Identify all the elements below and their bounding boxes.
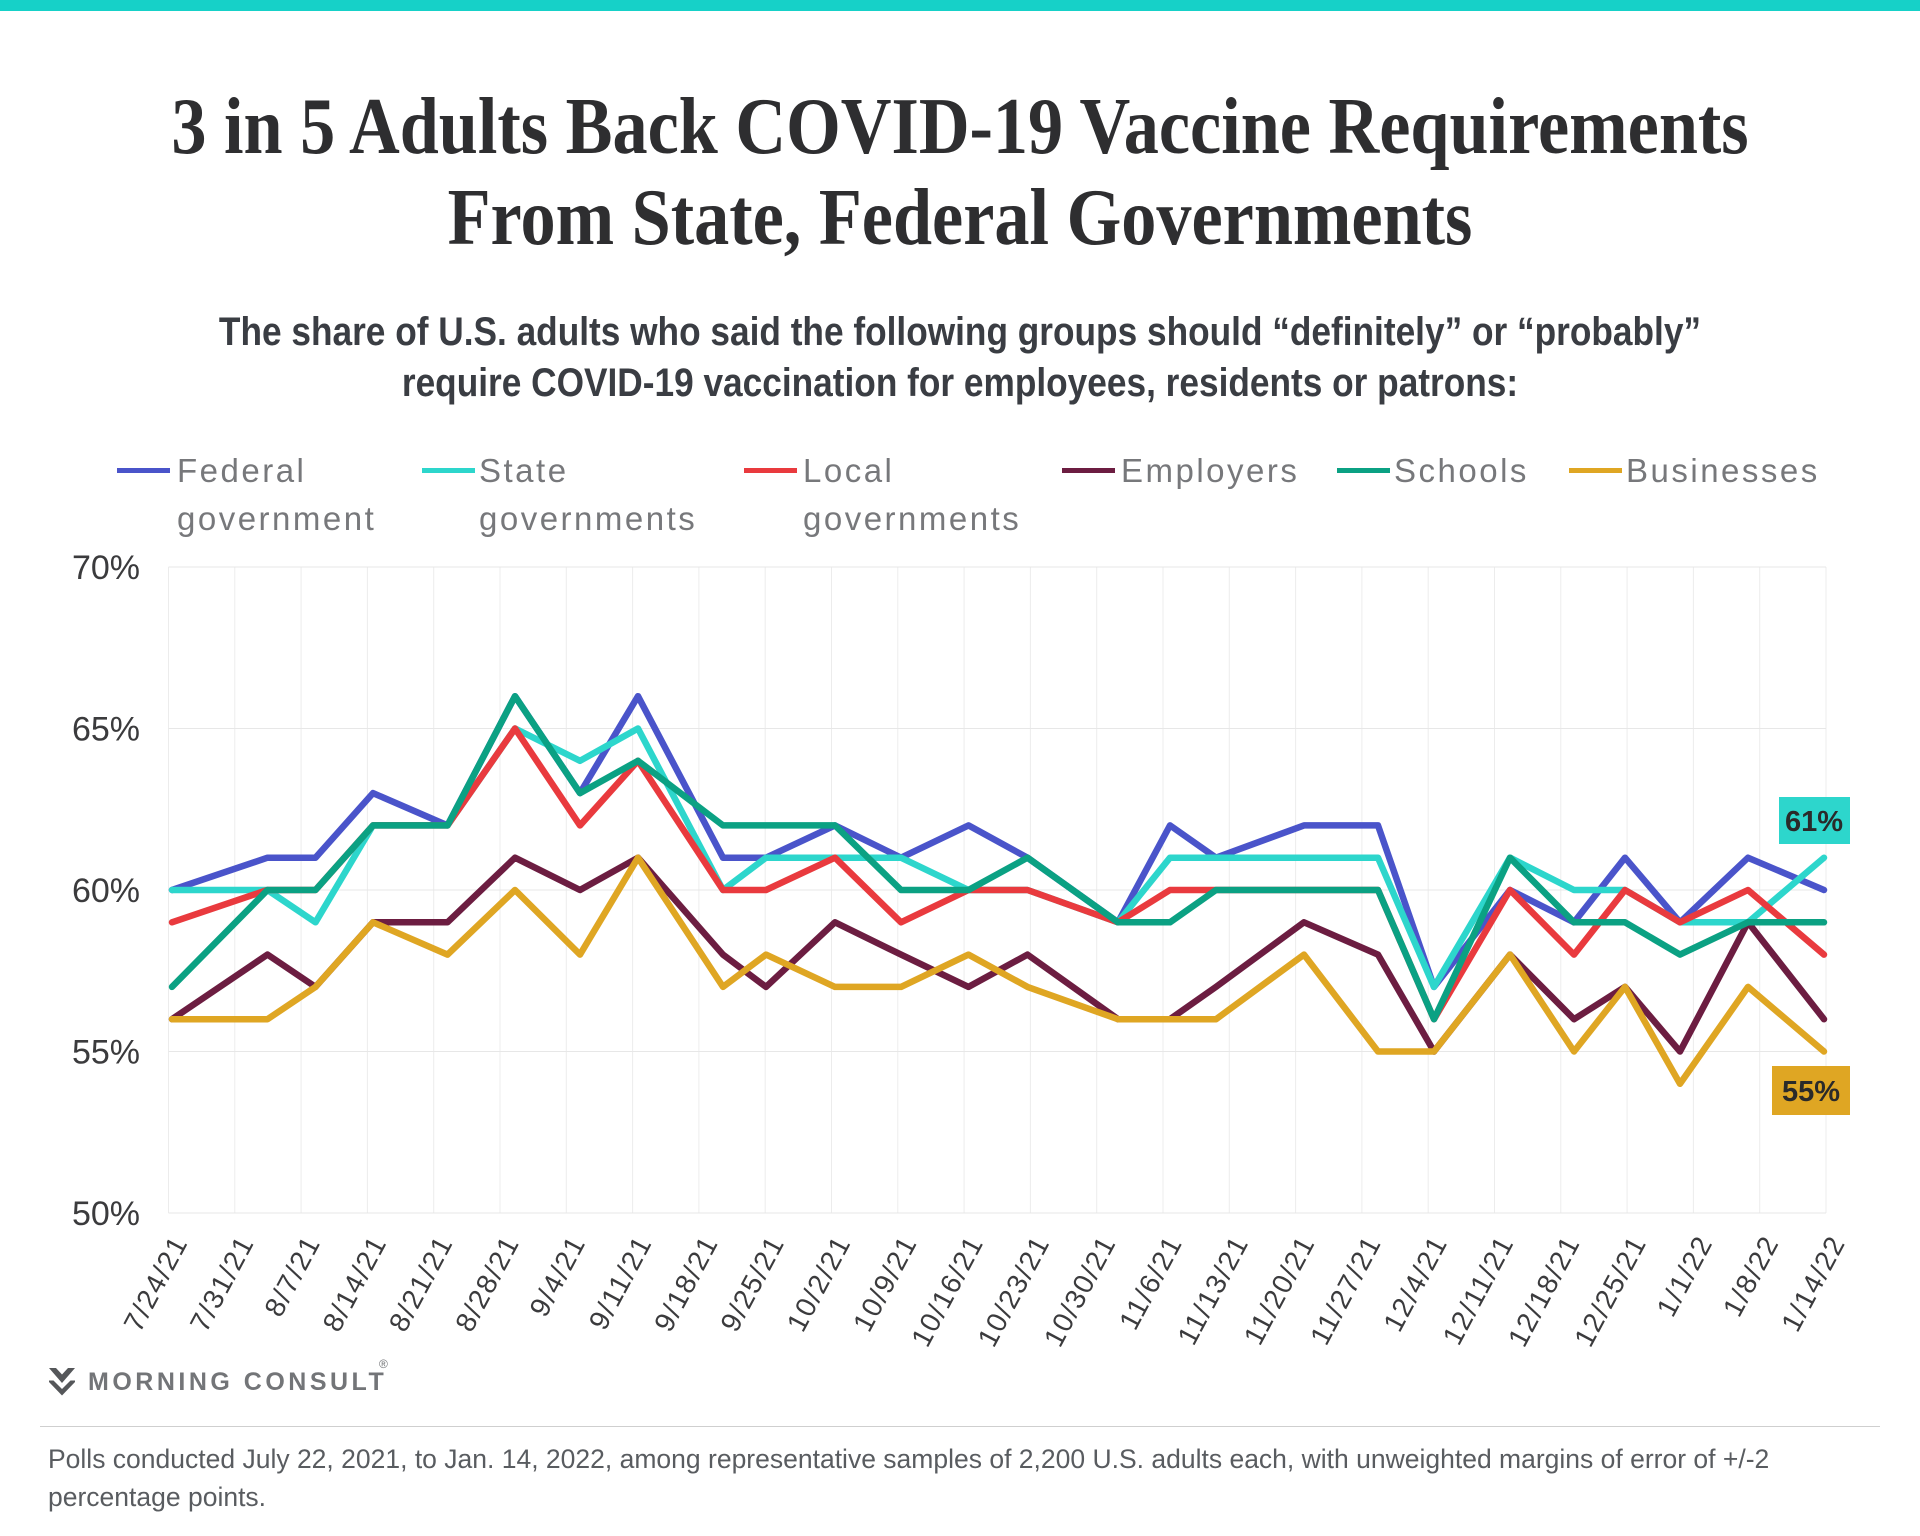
svg-text:9/11/21: 9/11/21	[583, 1230, 658, 1334]
svg-text:8/28/21: 8/28/21	[449, 1230, 525, 1336]
svg-text:9/4/21: 9/4/21	[523, 1230, 591, 1321]
svg-text:1/1/22: 1/1/22	[1651, 1230, 1719, 1321]
svg-text:60%: 60%	[72, 872, 140, 910]
svg-text:7/24/21: 7/24/21	[118, 1230, 194, 1336]
svg-text:61%: 61%	[1785, 806, 1843, 838]
svg-text:10/2/21: 10/2/21	[781, 1230, 857, 1336]
svg-text:12/4/21: 12/4/21	[1377, 1230, 1453, 1336]
svg-text:8/21/21: 8/21/21	[383, 1230, 459, 1336]
svg-text:1/8/22: 1/8/22	[1717, 1230, 1785, 1321]
svg-text:50%: 50%	[72, 1195, 140, 1233]
svg-text:1/14/22: 1/14/22	[1775, 1230, 1851, 1336]
svg-text:10/9/21: 10/9/21	[847, 1230, 923, 1336]
svg-text:9/25/21: 9/25/21	[714, 1230, 790, 1336]
svg-text:55%: 55%	[72, 1034, 140, 1072]
svg-text:8/14/21: 8/14/21	[317, 1230, 393, 1336]
svg-text:9/18/21: 9/18/21	[648, 1230, 724, 1336]
svg-text:8/7/21: 8/7/21	[258, 1230, 326, 1321]
svg-text:7/31/21: 7/31/21	[184, 1230, 260, 1336]
svg-text:55%: 55%	[1782, 1076, 1840, 1108]
svg-text:65%: 65%	[72, 711, 140, 749]
svg-text:70%: 70%	[72, 549, 140, 587]
svg-text:11/6/21: 11/6/21	[1113, 1230, 1188, 1334]
